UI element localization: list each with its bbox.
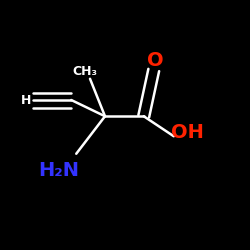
Text: OH: OH: [171, 123, 204, 142]
Text: O: O: [147, 50, 163, 70]
Text: CH₃: CH₃: [72, 65, 98, 78]
Text: H: H: [21, 94, 32, 106]
Text: H₂N: H₂N: [38, 160, 79, 180]
